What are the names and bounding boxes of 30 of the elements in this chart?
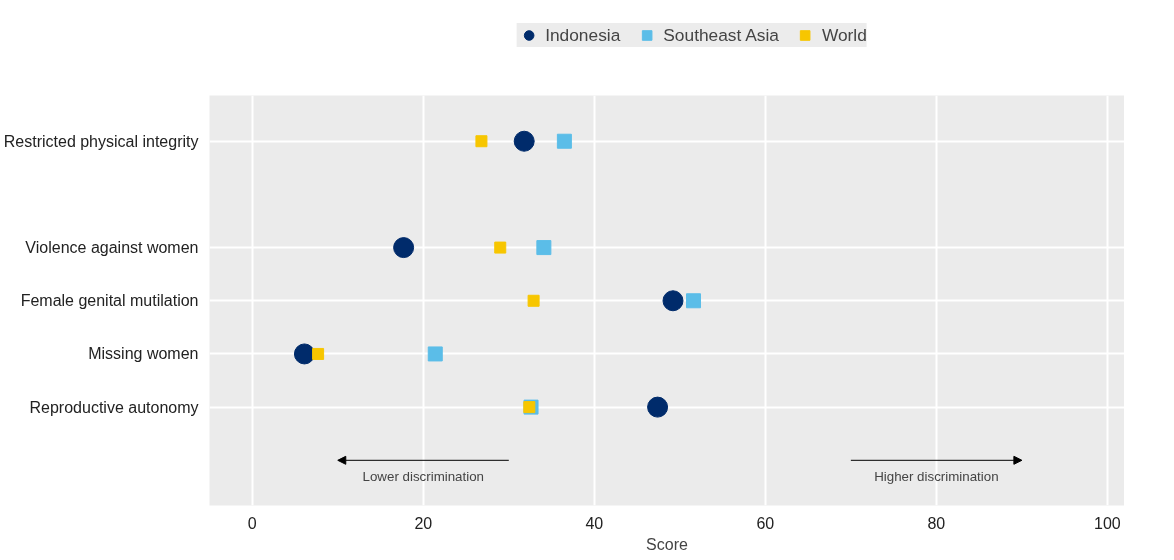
point	[527, 294, 540, 307]
annotation: Lower discrimination	[362, 468, 485, 484]
x-tick-label: 80	[927, 514, 946, 532]
y-tick-label: Reproductive autonomy	[29, 398, 199, 416]
x-tick-label: 0	[247, 514, 257, 532]
legend-label: Indonesia	[545, 24, 621, 46]
x-tick-label: 40	[585, 514, 604, 532]
legend-label: World	[821, 24, 867, 46]
x-axis-title: Score	[646, 535, 688, 553]
point	[662, 290, 684, 312]
point	[647, 396, 669, 418]
point	[475, 135, 488, 148]
x-tick-label: 20	[414, 514, 433, 532]
y-tick-label: Restricted physical integrity	[3, 132, 199, 150]
point	[427, 346, 443, 362]
legend-label: Southeast Asia	[663, 24, 779, 46]
point	[494, 241, 507, 254]
point	[293, 343, 315, 365]
y-tick-label: Violence against women	[25, 239, 199, 257]
y-tick-label: Missing women	[88, 345, 199, 363]
point	[513, 130, 535, 152]
point	[556, 133, 572, 149]
y-tick-label: Female genital mutilation	[20, 292, 199, 310]
point	[312, 347, 325, 360]
annotation: Higher discrimination	[874, 468, 999, 484]
point	[536, 240, 552, 256]
x-tick-label: 60	[756, 514, 775, 532]
point	[393, 237, 415, 259]
point	[686, 293, 702, 309]
x-tick-label: 100	[1094, 514, 1121, 532]
